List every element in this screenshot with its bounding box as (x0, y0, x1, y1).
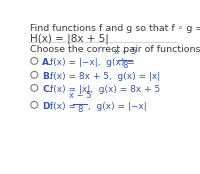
Text: f(x) = 8x + 5,  g(x) = |x|: f(x) = 8x + 5, g(x) = |x| (50, 72, 160, 81)
Text: f(x) = |−x|,  g(x) =: f(x) = |−x|, g(x) = (50, 58, 137, 67)
Text: D.: D. (42, 102, 53, 111)
Text: x − 5: x − 5 (114, 47, 136, 56)
Text: 8: 8 (77, 105, 83, 114)
Text: f(x) =: f(x) = (50, 102, 79, 111)
Text: B.: B. (42, 72, 52, 81)
Text: 8: 8 (122, 61, 128, 70)
Text: x − 5: x − 5 (69, 91, 91, 100)
Text: Choose the correct pair of functions.: Choose the correct pair of functions. (30, 45, 200, 54)
Text: H(x) = |8x + 5|: H(x) = |8x + 5| (30, 33, 109, 44)
Text: Find functions f and g so that f ◦ g = H.: Find functions f and g so that f ◦ g = H… (30, 24, 200, 33)
Text: ,  g(x) = |−x|: , g(x) = |−x| (88, 102, 147, 111)
Text: A.: A. (42, 58, 53, 67)
Text: C.: C. (42, 85, 52, 94)
Text: f(x) = |x|,  g(x) = 8x + 5: f(x) = |x|, g(x) = 8x + 5 (50, 85, 160, 94)
